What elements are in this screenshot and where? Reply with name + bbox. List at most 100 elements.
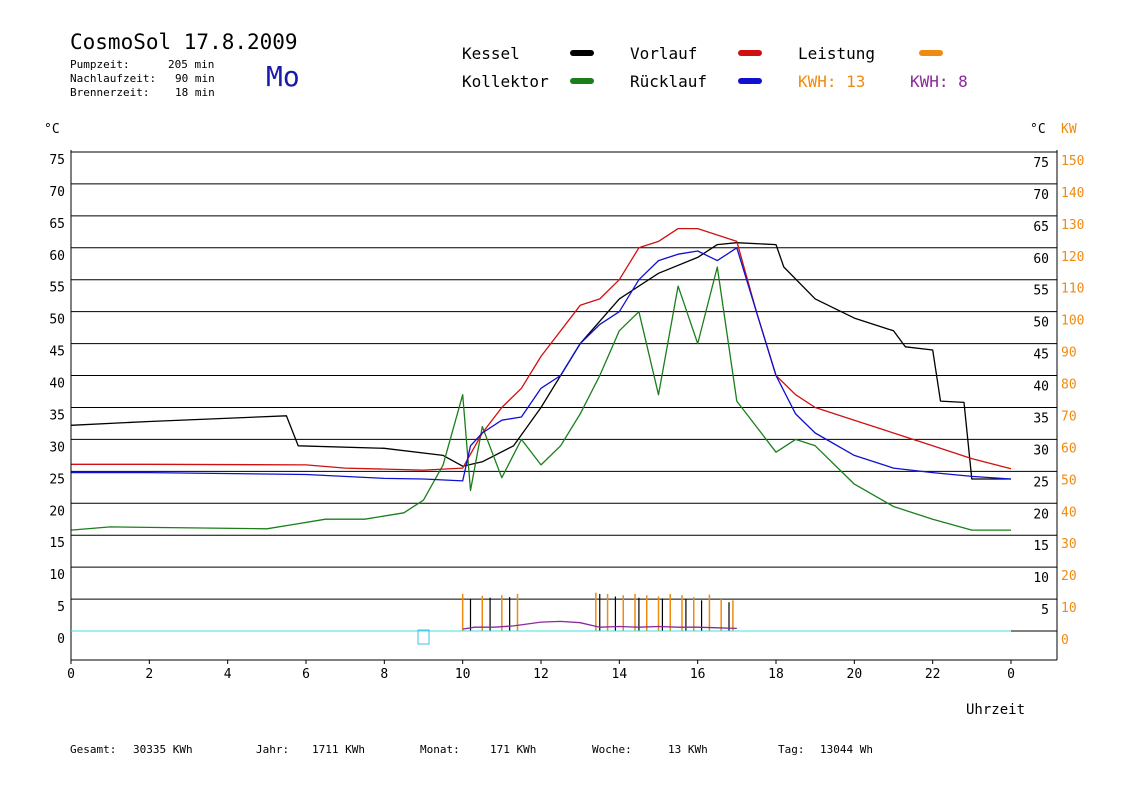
y-tick-label-right: 5 <box>1041 603 1049 618</box>
y-axis-unit-left: °C <box>44 122 60 137</box>
kw-tick-label: 0 <box>1061 633 1069 648</box>
footer-jahr-value: 1711 KWh <box>312 743 365 756</box>
y-tick-label: 55 <box>49 281 65 296</box>
stat-brenner-label: Brennerzeit: <box>70 86 150 99</box>
marker-box <box>417 629 430 645</box>
y-tick-label: 20 <box>49 504 65 519</box>
footer-monat-label: Monat: <box>420 743 460 756</box>
kw-tick-label: 50 <box>1061 473 1077 488</box>
x-tick-label: 14 <box>612 667 628 682</box>
y-tick-label-right: 65 <box>1033 220 1049 235</box>
y-axis-unit-kw: KW <box>1061 122 1077 137</box>
stat-pumpzeit-value: 205 min <box>168 58 215 71</box>
series-line-kollektor <box>70 266 1011 531</box>
kw-tick-label: 110 <box>1061 282 1084 297</box>
y-tick-label: 30 <box>49 440 65 455</box>
x-tick-label: 0 <box>1007 667 1015 682</box>
y-tick-label: 45 <box>49 345 65 360</box>
y-tick-label: 10 <box>49 568 65 583</box>
legend-ruecklauf-label: Rücklauf <box>630 72 708 91</box>
y-tick-label-right: 15 <box>1033 539 1049 554</box>
stat-nachlauf-label: Nachlaufzeit: <box>70 72 157 85</box>
footer-woche-label: Woche: <box>592 743 632 756</box>
x-axis-label: Uhrzeit <box>966 702 1026 718</box>
kw-tick-label: 90 <box>1061 346 1077 361</box>
stat-nachlauf-value: 90 min <box>175 72 215 85</box>
x-tick-label: 4 <box>224 667 232 682</box>
power-series <box>461 592 737 631</box>
y-tick-label: 25 <box>49 472 65 487</box>
y-tick-label: 15 <box>49 536 65 551</box>
kw-tick-label: 30 <box>1061 537 1077 552</box>
x-tick-label: 0 <box>67 667 75 682</box>
legend-vorlauf-label: Vorlauf <box>630 44 698 63</box>
x-tick-label: 6 <box>302 667 310 682</box>
x-tick-label: 10 <box>455 667 471 682</box>
series-line-kessel <box>70 242 1011 480</box>
footer-gesamt-label: Gesamt: <box>70 743 117 756</box>
footer-jahr-label: Jahr: <box>256 743 290 756</box>
series-line-vorlauf <box>71 227 1012 471</box>
legend-leistung-label: Leistung <box>798 44 876 63</box>
stat-brenner-value: 18 min <box>175 86 215 99</box>
y-tick-label-right: 75 <box>1033 156 1049 171</box>
y-tick-label-right: 20 <box>1033 507 1049 522</box>
kw-tick-label: 100 <box>1061 314 1084 329</box>
x-tick-label: 20 <box>847 667 863 682</box>
y-tick-label-right: 60 <box>1033 252 1049 267</box>
y-tick-label: 50 <box>49 313 65 328</box>
kw-tick-label: 10 <box>1061 601 1077 616</box>
legend-kessel-label: Kessel <box>462 44 520 63</box>
y-tick-label-right: 30 <box>1033 443 1049 458</box>
kwh-purple-label: KWH: 8 <box>910 72 968 91</box>
purple-power-line <box>462 620 737 630</box>
footer-gesamt-value: 30335 KWh <box>133 743 193 756</box>
y-tick-label-right: 45 <box>1033 348 1049 363</box>
series-line-rücklauf <box>71 247 1012 482</box>
kw-tick-label: 140 <box>1061 186 1084 201</box>
chart-axes: 0510152025303540455055606570755101520253… <box>44 122 1084 682</box>
chart-series <box>70 227 1012 531</box>
kw-tick-label: 20 <box>1061 569 1077 584</box>
x-tick-label: 8 <box>380 667 388 682</box>
y-tick-label: 0 <box>57 632 65 647</box>
y-tick-label: 40 <box>49 377 65 392</box>
x-tick-label: 16 <box>690 667 706 682</box>
legend-kollektor-label: Kollektor <box>462 72 549 91</box>
kw-tick-label: 120 <box>1061 250 1084 265</box>
y-axis-unit-right: °C <box>1030 122 1046 137</box>
footer-monat-value: 171 KWh <box>490 743 537 756</box>
y-tick-label-right: 55 <box>1033 284 1049 299</box>
kw-tick-label: 40 <box>1061 505 1077 520</box>
legend-swatches <box>570 50 943 84</box>
y-tick-label: 70 <box>49 185 65 200</box>
y-tick-label-right: 70 <box>1033 188 1049 203</box>
footer-tag-label: Tag: <box>778 743 805 756</box>
y-tick-label-right: 25 <box>1033 475 1049 490</box>
y-tick-label-right: 40 <box>1033 380 1049 395</box>
stat-pumpzeit-label: Pumpzeit: <box>70 58 130 71</box>
x-tick-label: 12 <box>533 667 549 682</box>
y-tick-label: 35 <box>49 408 65 423</box>
x-tick-label: 22 <box>925 667 941 682</box>
kwh-orange-label: KWH: 13 <box>798 72 866 91</box>
y-tick-label: 5 <box>57 600 65 615</box>
y-tick-label-right: 35 <box>1033 411 1049 426</box>
x-tick-label: 2 <box>145 667 153 682</box>
kw-tick-label: 80 <box>1061 378 1077 393</box>
y-tick-label: 75 <box>49 153 65 168</box>
footer-woche-value: 13 KWh <box>668 743 708 756</box>
y-tick-label-right: 50 <box>1033 316 1049 331</box>
footer-tag-value: 13044 Wh <box>820 743 873 756</box>
y-tick-label: 60 <box>49 249 65 264</box>
y-tick-label-right: 10 <box>1033 571 1049 586</box>
y-tick-label: 65 <box>49 217 65 232</box>
kw-tick-label: 130 <box>1061 218 1084 233</box>
kw-tick-label: 70 <box>1061 409 1077 424</box>
kw-tick-label: 150 <box>1061 154 1084 169</box>
weekday-label: Mo <box>266 60 300 93</box>
kw-tick-label: 60 <box>1061 441 1077 456</box>
x-tick-label: 18 <box>768 667 784 682</box>
chart-grid <box>71 151 1057 600</box>
